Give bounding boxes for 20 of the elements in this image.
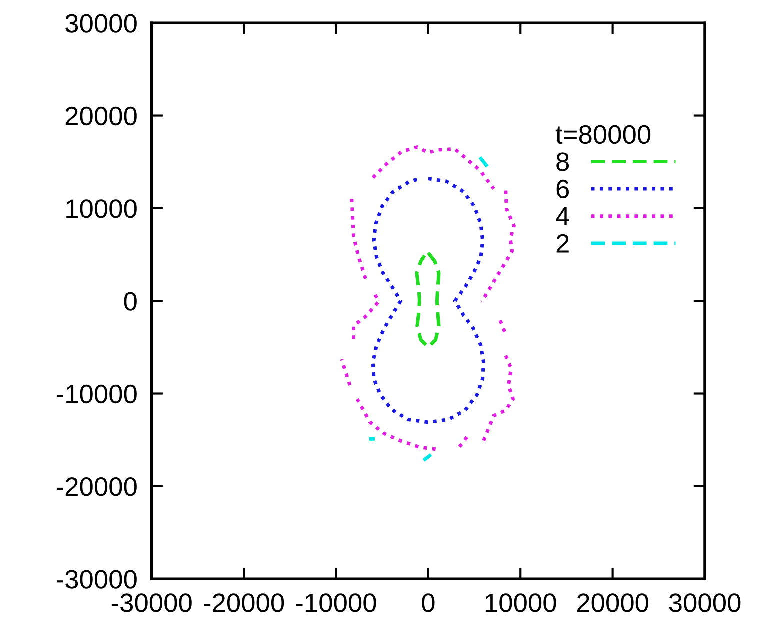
x-tick-label: 30000 <box>669 594 741 612</box>
y-tick-label: -20000 <box>56 478 137 496</box>
y-tick-label: -10000 <box>56 384 137 404</box>
x-tick-label: -10000 <box>296 594 376 612</box>
legend-label: 8 <box>556 152 570 172</box>
x-tick-label: -30000 <box>112 594 192 612</box>
line-series <box>371 177 486 424</box>
legend-label: 2 <box>556 234 569 253</box>
legend-title: t=80000 <box>556 125 651 144</box>
y-tick-label: 20000 <box>66 106 137 126</box>
y-tick-label: -30000 <box>56 570 137 589</box>
legend-label: 4 <box>556 207 570 226</box>
x-tick-label: 10000 <box>486 594 556 612</box>
x-tick-label: 20000 <box>577 594 648 612</box>
y-tick-label: 10000 <box>66 200 137 218</box>
y-tick-label: 30000 <box>66 14 137 33</box>
legend-label: 6 <box>556 180 570 199</box>
x-tick-label: 0 <box>422 594 435 612</box>
x-tick-label: -20000 <box>204 594 284 612</box>
y-tick-label: 0 <box>124 292 137 311</box>
